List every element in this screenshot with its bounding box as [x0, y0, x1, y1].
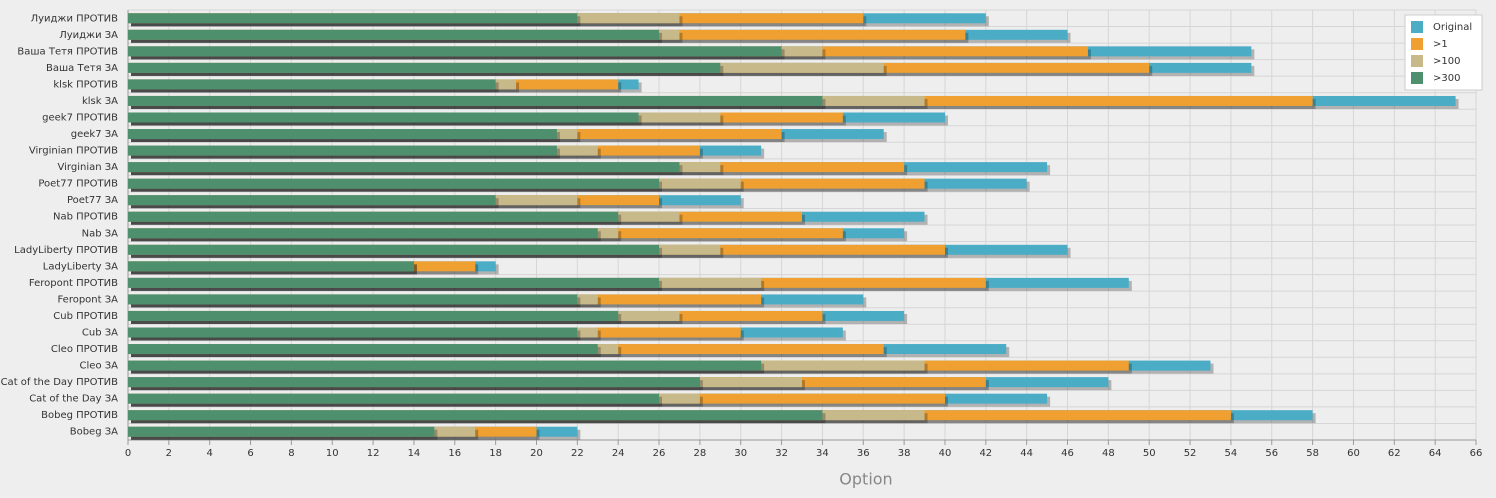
y-tick-label: Cub ПРОТИВ [53, 311, 118, 322]
bar [128, 393, 660, 404]
y-tick-label: Ваша Тетя ЗА [46, 63, 118, 74]
x-tick-label: 32 [775, 448, 788, 459]
bar [128, 360, 762, 371]
x-tick-label: 30 [734, 448, 747, 459]
y-tick-label: Bobeg ЗА [70, 427, 118, 438]
legend-label: >100 [1433, 56, 1460, 67]
bar [128, 79, 496, 90]
bar [128, 426, 435, 437]
bar [128, 145, 557, 156]
x-axis-label: Option [839, 470, 892, 489]
bar [128, 129, 557, 140]
y-tick-label: Nab ПРОТИВ [53, 212, 118, 223]
y-tick-label: Virginian ПРОТИВ [29, 146, 118, 157]
x-tick-label: 22 [571, 448, 584, 459]
y-tick-label: Cleo ЗА [80, 361, 119, 372]
y-tick-label: Nab ЗА [82, 228, 119, 239]
y-tick-label: LadyLiberty ЗА [43, 261, 118, 272]
y-tick-label: klsk ЗА [82, 96, 118, 107]
x-tick-label: 38 [898, 448, 911, 459]
y-tick-label: Ваша Тетя ПРОТИВ [17, 46, 118, 57]
x-tick-label: 20 [530, 448, 543, 459]
x-tick-label: 8 [288, 448, 294, 459]
legend-swatch [1411, 21, 1423, 33]
legend-swatch [1411, 72, 1423, 84]
x-tick-label: 48 [1102, 448, 1115, 459]
x-tick-label: 16 [448, 448, 461, 459]
x-tick-label: 12 [367, 448, 380, 459]
x-tick-label: 44 [1020, 448, 1033, 459]
bar [128, 62, 721, 73]
x-tick-label: 36 [857, 448, 870, 459]
x-tick-label: 56 [1265, 448, 1278, 459]
x-tick-label: 60 [1347, 448, 1360, 459]
bar [128, 112, 639, 123]
bar [128, 344, 598, 355]
x-tick-label: 10 [326, 448, 339, 459]
x-tick-label: 6 [247, 448, 253, 459]
bar [128, 261, 414, 272]
x-tick-label: 58 [1306, 448, 1319, 459]
bar [128, 95, 823, 106]
bar [128, 310, 619, 321]
x-tick-label: 26 [653, 448, 666, 459]
y-tick-label: Poet77 ПРОТИВ [38, 179, 118, 190]
x-tick-label: 50 [1143, 448, 1156, 459]
y-tick-label: Cat of the Day ЗА [29, 394, 118, 405]
y-tick-label: Луиджи ЗА [59, 30, 118, 41]
y-tick-label: Feropont ЗА [57, 294, 118, 305]
y-tick-label: LadyLiberty ПРОТИВ [14, 245, 118, 256]
bar [128, 178, 660, 189]
bar [128, 228, 598, 239]
x-tick-label: 2 [166, 448, 172, 459]
x-tick-label: 14 [408, 448, 421, 459]
bar [128, 277, 660, 288]
bar [128, 244, 660, 255]
y-tick-label: geek7 ЗА [71, 129, 118, 140]
x-tick-label: 0 [125, 448, 131, 459]
x-tick-label: 18 [489, 448, 502, 459]
bar [128, 162, 680, 173]
y-tick-label: Cub ЗА [82, 328, 118, 339]
bar [128, 294, 578, 305]
bar [128, 29, 660, 40]
legend-swatch [1411, 38, 1423, 50]
x-tick-label: 46 [1061, 448, 1074, 459]
x-tick-label: 34 [816, 448, 829, 459]
y-tick-label: Bobeg ПРОТИВ [41, 410, 118, 421]
y-tick-label: klsk ПРОТИВ [53, 79, 118, 90]
bar [128, 195, 496, 206]
y-tick-label: geek7 ПРОТИВ [42, 113, 118, 124]
x-tick-label: 42 [979, 448, 992, 459]
x-tick-label: 66 [1470, 448, 1483, 459]
bar [128, 327, 578, 338]
legend-label: >1 [1433, 39, 1448, 50]
legend-label: >300 [1433, 73, 1460, 84]
y-tick-label: Feropont ПРОТИВ [29, 278, 118, 289]
y-tick-label: Virginian ЗА [58, 162, 119, 173]
bar [128, 410, 823, 421]
bar [128, 211, 619, 222]
x-tick-label: 62 [1388, 448, 1401, 459]
x-tick-label: 64 [1429, 448, 1442, 459]
x-tick-label: 40 [939, 448, 952, 459]
x-tick-label: 52 [1184, 448, 1197, 459]
x-tick-label: 4 [207, 448, 213, 459]
y-tick-label: Poet77 ЗА [67, 195, 118, 206]
bar [128, 46, 782, 57]
y-tick-label: Cleo ПРОТИВ [51, 344, 118, 355]
legend-label: Original [1433, 22, 1472, 33]
y-tick-label: Луиджи ПРОТИВ [31, 13, 119, 24]
legend-swatch [1411, 55, 1423, 67]
x-tick-label: 28 [694, 448, 707, 459]
x-tick-label: 54 [1225, 448, 1238, 459]
bar [128, 13, 578, 24]
x-tick-label: 24 [612, 448, 625, 459]
bar [128, 377, 700, 388]
y-tick-label: Cat of the Day ПРОТИВ [1, 377, 119, 388]
